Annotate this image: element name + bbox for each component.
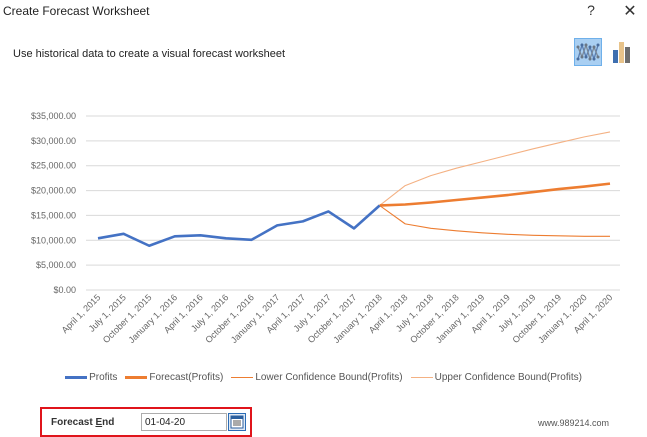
series-line-forecast-profits — [379, 182, 611, 207]
y-tick-label: $25,000.00 — [31, 161, 76, 171]
calendar-button[interactable] — [228, 413, 246, 431]
legend-item: Forecast(Profits) — [125, 372, 223, 383]
y-tick-label: $5,000.00 — [36, 260, 76, 270]
y-tick-label: $0.00 — [53, 285, 76, 295]
y-tick-label: $20,000.00 — [31, 186, 76, 196]
column-chart-type-button[interactable] — [609, 38, 637, 66]
y-tick-label: $10,000.00 — [31, 235, 76, 245]
close-button[interactable]: ✕ — [623, 3, 637, 20]
chart-legend: Profits Forecast(Profits) Lower Confidence… — [0, 372, 647, 383]
legend-item: Upper Confidence Bound(Profits) — [410, 372, 582, 383]
forecast-end-label: Forecast End — [51, 416, 115, 428]
legend-label: Upper Confidence Bound(Profits) — [434, 372, 582, 383]
line-chart-icon — [576, 42, 600, 62]
legend-swatch — [231, 377, 254, 378]
legend-label: Lower Confidence Bound(Profits) — [255, 372, 403, 383]
legend-label: Profits — [89, 372, 118, 383]
series-line-profits — [97, 204, 381, 248]
y-tick-label: $30,000.00 — [31, 136, 76, 146]
legend-swatch — [65, 376, 88, 379]
legend-item: Lower Confidence Bound(Profits) — [231, 372, 403, 383]
legend-item: Profits — [65, 372, 117, 383]
calendar-icon — [230, 415, 244, 429]
y-tick-label: $15,000.00 — [31, 210, 76, 220]
series-line-lower-confidence-bound-profits — [379, 205, 610, 237]
forecast-end-input[interactable] — [141, 413, 227, 431]
legend-swatch — [410, 377, 433, 378]
y-tick-label: $35,000.00 — [31, 111, 76, 121]
series-line-upper-confidence-bound-profits — [379, 131, 611, 206]
line-chart-type-button[interactable] — [574, 38, 602, 66]
watermark: www.989214.com — [538, 418, 610, 428]
line-chart-plot: $0.00 $5,000.00 $10,000.00 $15,000.00 $20,00… — [31, 111, 620, 345]
forecast-chart: $0.00 $5,000.00 $10,000.00 $15,000.00 $20,00… — [0, 95, 647, 395]
dialog-title: Create Forecast Worksheet — [3, 4, 150, 18]
dialog-subtitle: Use historical data to create a visual f… — [13, 48, 286, 60]
column-chart-icon — [613, 42, 630, 63]
legend-swatch — [125, 376, 148, 379]
forecast-end-group: Forecast End — [40, 407, 252, 437]
legend-label: Forecast(Profits) — [149, 372, 224, 383]
help-button[interactable]: ? — [587, 2, 595, 18]
